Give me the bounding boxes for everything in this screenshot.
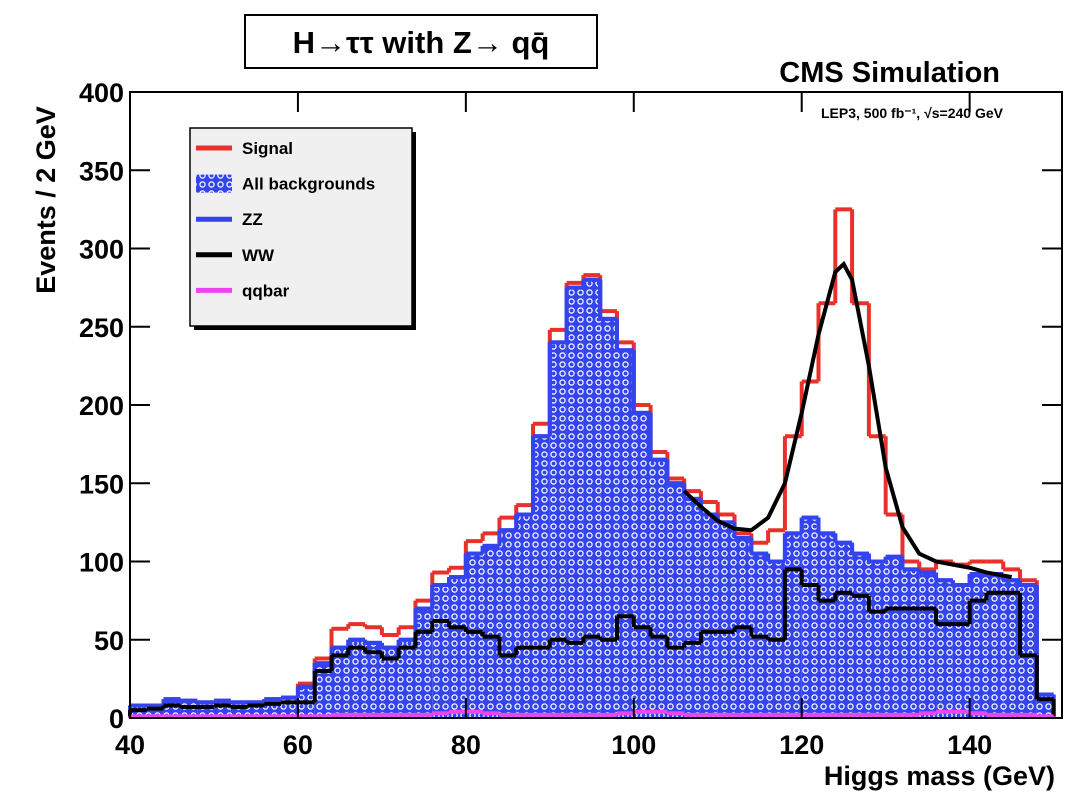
- background-bin: [801, 517, 819, 718]
- background-bin: [902, 569, 920, 718]
- background-bin: [868, 561, 886, 718]
- y-tick-label: 50: [94, 626, 124, 656]
- fit-curve: [682, 260, 1012, 580]
- background-bin: [381, 647, 399, 718]
- x-tick-label: 40: [115, 730, 145, 760]
- background-bin: [432, 584, 450, 718]
- y-tick-label: 150: [79, 469, 124, 499]
- background-bin: [331, 647, 349, 718]
- background-bin: [633, 412, 651, 718]
- background-bin: [818, 533, 836, 718]
- y-tick-label: 300: [79, 235, 124, 265]
- chart-title: H→ττ with Z→ qq̄: [293, 25, 550, 60]
- background-bin: [1003, 580, 1021, 718]
- background-bin: [583, 279, 601, 718]
- legend: Signal All backgrounds ZZ WW qqbar: [189, 127, 416, 330]
- x-tick-label: 100: [611, 730, 656, 760]
- background-bin: [549, 342, 567, 718]
- background-bin: [449, 577, 466, 718]
- background-bin: [986, 574, 1004, 718]
- x-tick-label: 140: [947, 730, 992, 760]
- background-bin: [465, 553, 483, 718]
- y-tick-label: 200: [79, 391, 124, 421]
- conditions-label: LEP3, 500 fb⁻¹, √s=240 GeV: [821, 105, 1004, 121]
- background-bin: [885, 556, 903, 718]
- background-bin: [700, 514, 718, 718]
- x-tick-label: 80: [451, 730, 481, 760]
- x-tick-label: 60: [283, 730, 313, 760]
- background-bin: [717, 522, 735, 718]
- background-bin: [852, 553, 869, 718]
- y-tick-label: 250: [79, 313, 124, 343]
- background-bin: [600, 318, 617, 718]
- background-bin: [533, 436, 550, 718]
- y-tick-label: 0: [109, 704, 124, 734]
- background-bin: [684, 498, 701, 718]
- background-bin: [516, 514, 534, 718]
- x-tick-label: 120: [779, 730, 824, 760]
- background-bin: [365, 642, 382, 718]
- legend-label: All backgrounds: [242, 175, 375, 194]
- legend-label: WW: [242, 246, 275, 265]
- background-bin: [499, 530, 517, 718]
- y-tick-label: 400: [79, 78, 124, 108]
- legend-box: [189, 127, 413, 327]
- background-bin: [835, 542, 853, 718]
- y-tick-label: 350: [79, 156, 124, 186]
- background-bin: [314, 663, 332, 718]
- background-bin: [482, 545, 500, 718]
- cms-label: CMS Simulation: [779, 57, 1000, 89]
- background-bin: [936, 580, 953, 718]
- series-qqbar: [128, 709, 1056, 719]
- background-bin: [1020, 584, 1037, 718]
- background-bin: [398, 639, 416, 718]
- title-box: [244, 14, 598, 69]
- legend-label: qqbar: [242, 281, 290, 300]
- background-bin: [415, 608, 433, 718]
- series-ww: [128, 567, 1056, 718]
- legend-label: ZZ: [242, 210, 263, 229]
- background-bin: [919, 572, 937, 718]
- background-bin: [616, 350, 634, 718]
- y-tick-label: 100: [79, 548, 124, 578]
- background-bin: [784, 533, 802, 718]
- legend-swatch: [196, 174, 232, 193]
- y-axis-label: Events / 2 GeV: [31, 106, 61, 294]
- background-bin: [566, 287, 584, 718]
- background-bin: [667, 483, 685, 718]
- x-axis-label: Higgs mass (GeV): [824, 761, 1055, 791]
- background-bin: [969, 574, 987, 718]
- background-bin: [348, 639, 366, 718]
- legend-label: Signal: [242, 139, 293, 158]
- background-bin: [650, 459, 668, 718]
- background-bin: [952, 584, 970, 718]
